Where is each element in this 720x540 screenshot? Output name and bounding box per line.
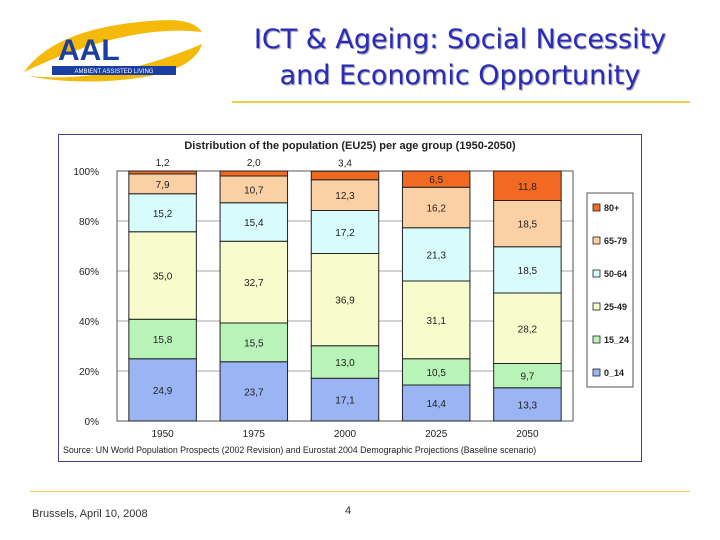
chart-title: Distribution of the population (EU25) pe… [184, 140, 516, 152]
population-chart: Distribution of the population (EU25) pe… [63, 140, 634, 455]
data-label: 15,5 [244, 338, 264, 349]
data-label: 28,2 [518, 324, 538, 335]
data-label: 16,2 [426, 204, 446, 215]
data-label: 35,0 [153, 272, 173, 283]
x-tick-label: 1975 [243, 429, 266, 440]
bar-segment [493, 292, 562, 364]
legend-swatch [592, 269, 601, 278]
data-label: 18,5 [518, 220, 538, 231]
chart-source: Source: UN World Population Prospects (2… [63, 445, 536, 455]
bar-segment [401, 170, 471, 188]
slide-title-line1: ICT & Ageing: Social Necessity [253, 24, 667, 55]
bar-segment [128, 358, 197, 422]
data-label: 10,5 [426, 368, 446, 379]
legend-label: 0_14 [604, 368, 624, 378]
logo-letters: AAL [58, 34, 120, 67]
bar-segment [128, 231, 197, 320]
logo-subtitle: AMBIENT ASSISTED LIVING [75, 69, 154, 75]
footer-date: Brussels, April 10, 2008 [32, 508, 148, 520]
x-tick-label: 2000 [334, 429, 357, 440]
logo-band [52, 66, 176, 75]
bar-segment [310, 345, 380, 379]
legend-label: 50-64 [604, 269, 627, 279]
y-tick-label: 20% [79, 367, 99, 378]
bar-segment [493, 363, 562, 389]
y-tick-label: 40% [79, 317, 99, 328]
bar-segment [493, 200, 562, 248]
data-label: 32,7 [244, 278, 264, 289]
data-label: 23,7 [244, 387, 264, 398]
data-label: 6,5 [429, 175, 443, 186]
data-label: 1,2 [156, 158, 170, 169]
legend-swatch [592, 236, 601, 245]
bar-segment [401, 186, 471, 229]
bar-segment [401, 280, 471, 360]
data-label: 36,9 [335, 296, 355, 307]
data-label: 13,3 [518, 400, 538, 411]
legend-swatch [592, 335, 601, 344]
x-tick-label: 1950 [151, 429, 174, 440]
data-label: 24,9 [153, 386, 173, 397]
y-tick-label: 60% [79, 267, 99, 278]
bar-segment [401, 358, 471, 386]
bar-segment [310, 179, 380, 211]
legend-label: 25-49 [604, 302, 627, 312]
data-label: 3,4 [338, 158, 352, 169]
legend-label: 80+ [604, 203, 619, 213]
data-label: 18,5 [518, 266, 538, 277]
y-tick-label: 100% [73, 167, 99, 178]
bar-segment [310, 210, 380, 254]
y-tick-label: 80% [79, 217, 99, 228]
aal-logo: AAL AMBIENT ASSISTED LIVING [24, 20, 202, 82]
bar-segment [219, 240, 289, 324]
bar-segment [493, 246, 562, 294]
chart-frame: Distribution of the population (EU25) pe… [58, 134, 642, 462]
data-label: 15,2 [153, 209, 173, 220]
data-label: 2,0 [247, 158, 261, 169]
bar-segment [219, 322, 289, 363]
data-label: 9,7 [520, 372, 534, 383]
data-label: 15,8 [153, 335, 173, 346]
x-tick-label: 2025 [425, 429, 448, 440]
bar-segment [219, 361, 289, 422]
page-number: 4 [345, 505, 352, 517]
data-label: 15,4 [244, 218, 264, 229]
data-label: 31,1 [426, 316, 446, 327]
bar-segment [310, 253, 380, 347]
bar-segment [310, 170, 380, 181]
bar-segment [128, 318, 197, 360]
title-divider [232, 101, 690, 103]
legend-swatch [592, 203, 601, 212]
legend-label: 65-79 [604, 236, 627, 246]
x-tick-label: 2050 [516, 429, 539, 440]
data-label: 17,2 [335, 228, 355, 239]
legend-swatch [592, 368, 601, 377]
y-tick-label: 0% [85, 417, 100, 428]
data-label: 13,0 [335, 358, 355, 369]
bar-segment [493, 387, 562, 422]
bar-segment [128, 193, 197, 233]
bar-segment [219, 202, 289, 242]
data-label: 17,1 [335, 396, 355, 407]
data-label: 7,9 [156, 180, 170, 191]
slide-title-line2: and Economic Opportunity [279, 60, 641, 91]
legend-label: 15_24 [604, 335, 629, 345]
bar-segment [219, 170, 289, 177]
legend-box [586, 192, 634, 388]
slide-title: ICT & Ageing: Social Necessity and Econo… [210, 22, 710, 94]
bar-segment [401, 384, 471, 422]
bar-segment [401, 227, 471, 282]
data-label: 21,3 [426, 250, 446, 261]
legend-swatch [592, 302, 601, 311]
data-label: 12,3 [335, 191, 355, 202]
logo-swoosh-top [24, 20, 202, 72]
data-label: 14,4 [426, 399, 446, 410]
bar-segment [310, 377, 380, 422]
data-label: 10,7 [244, 185, 264, 196]
footer-divider [30, 491, 690, 492]
bar-segment [493, 170, 562, 201]
bar-segment [128, 170, 197, 175]
data-label: 11,8 [518, 182, 537, 193]
